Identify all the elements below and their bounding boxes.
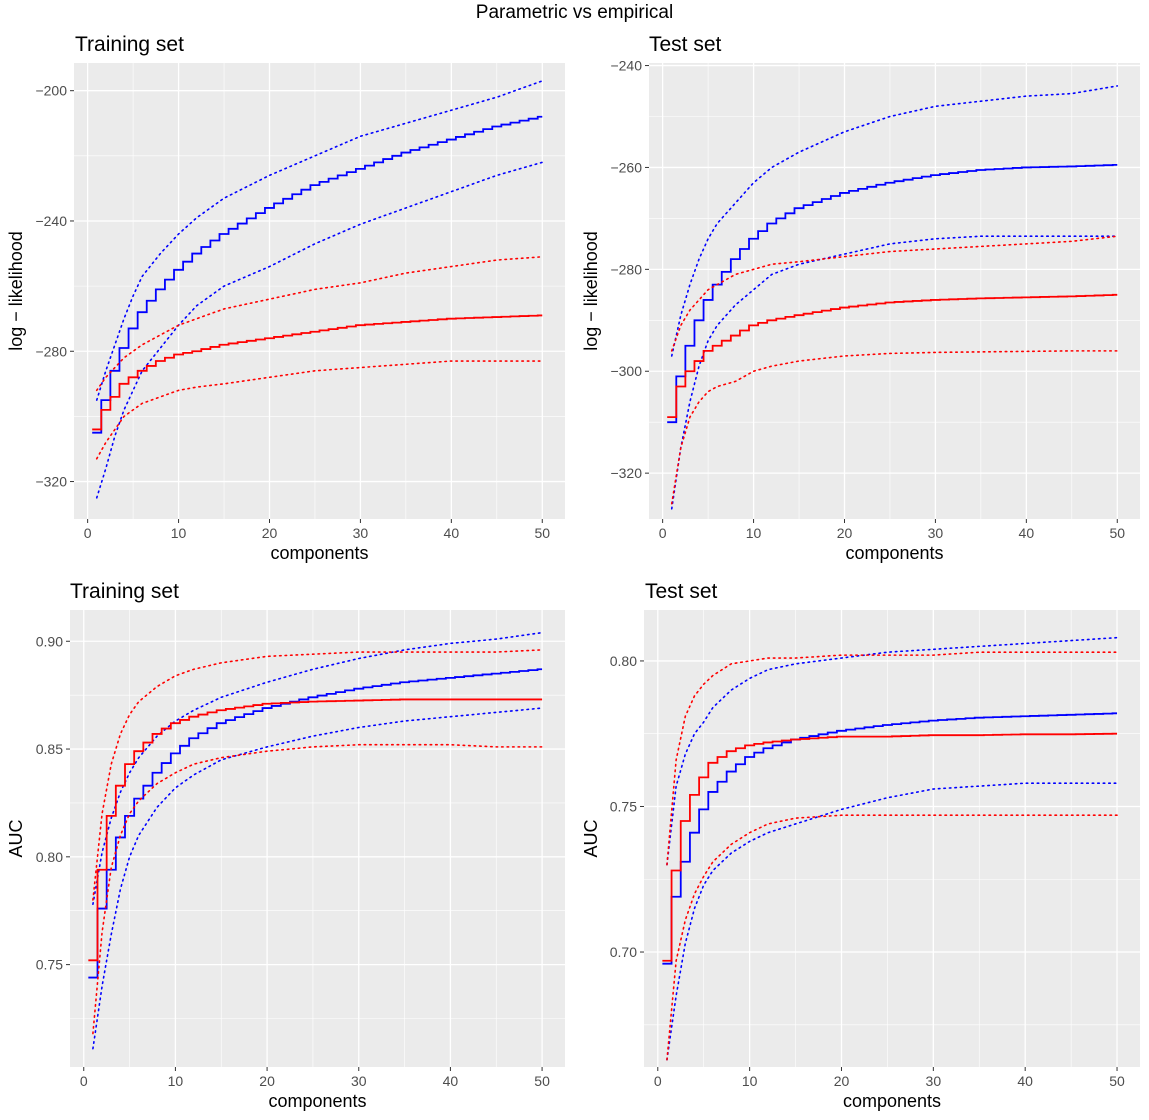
plot-panel-background: [649, 63, 1140, 519]
x-tick-label: 30: [926, 1073, 942, 1089]
x-tick-label: 10: [168, 1073, 184, 1089]
plot-panel-background: [70, 610, 565, 1067]
x-axis-label: components: [845, 543, 943, 563]
y-tick-label: −240: [35, 213, 67, 229]
y-tick-label: 0.75: [36, 957, 63, 973]
series-line-empirical-upper: [666, 651, 1118, 866]
series-line-empirical: [667, 293, 1118, 419]
x-tick-label: 30: [351, 1073, 367, 1089]
series-line-empirical-lower: [670, 350, 1119, 505]
panel-test-loglik: Test set 0 10 20 30 40 50 −320 −300 −280 −260 −240…: [581, 33, 1140, 563]
x-tick-label: 20: [837, 525, 853, 541]
figure-title: Parametric vs empirical: [475, 2, 674, 23]
x-tick-label: 0: [80, 1073, 88, 1089]
x-tick-label: 40: [1017, 1073, 1033, 1089]
x-tick-label: 0: [84, 525, 92, 541]
y-tick-label: 0.80: [36, 849, 63, 865]
series-line-empirical: [662, 732, 1118, 962]
x-tick-label: 50: [1109, 525, 1125, 541]
series-line-parametric-lower: [666, 782, 1118, 1061]
series-line-empirical-upper: [92, 649, 543, 901]
y-tick-label: 0.70: [610, 944, 637, 960]
x-tick-label: 50: [1109, 1073, 1125, 1089]
y-tick-label: 0.85: [36, 741, 63, 757]
x-axis-label: components: [843, 1091, 941, 1111]
series-line-empirical-upper: [95, 256, 544, 392]
x-tick-label: 10: [171, 525, 187, 541]
series-line-parametric-upper: [92, 631, 543, 906]
panel-training-loglik: Training set 0 10 20 30 40 50 −320 −280 −240 −200…: [6, 33, 565, 563]
series-line-empirical: [88, 698, 543, 962]
series-line-empirical-lower: [95, 360, 544, 460]
y-axis-label: log − likelihood: [6, 231, 26, 351]
x-tick-label: 40: [444, 525, 460, 541]
series-line-parametric: [667, 163, 1118, 424]
x-tick-label: 30: [353, 525, 369, 541]
series-line-parametric-upper: [666, 636, 1118, 866]
x-tick-label: 50: [534, 1073, 550, 1089]
panel-test-auc: Test set 0 10 20 30 40 50 0.70 0.75 0.80 componen…: [581, 580, 1140, 1111]
y-tick-label: 0.80: [610, 653, 637, 669]
y-tick-label: −320: [35, 474, 67, 490]
x-tick-label: 20: [834, 1073, 850, 1089]
x-tick-label: 20: [259, 1073, 275, 1089]
x-tick-label: 10: [746, 525, 762, 541]
y-axis-label: log − likelihood: [581, 231, 601, 351]
y-tick-label: 0.90: [36, 633, 63, 649]
y-tick-label: −280: [610, 261, 642, 277]
series-line-parametric: [92, 115, 543, 434]
panel-title: Training set: [70, 580, 179, 603]
plot-panel-background: [644, 610, 1140, 1067]
x-axis-label: components: [268, 1091, 366, 1111]
x-tick-label: 0: [659, 525, 667, 541]
y-tick-label: −260: [610, 159, 642, 175]
y-tick-label: −200: [35, 83, 67, 99]
plot-panel-background: [74, 63, 565, 519]
panel-title: Test set: [649, 33, 722, 56]
series-line-empirical: [92, 314, 543, 431]
x-axis-label: components: [270, 543, 368, 563]
y-tick-label: −240: [610, 58, 642, 74]
y-tick-label: −320: [610, 465, 642, 481]
series-line-parametric: [88, 668, 543, 979]
y-tick-label: −280: [35, 343, 67, 359]
x-tick-label: 40: [443, 1073, 459, 1089]
series-line-parametric: [662, 712, 1118, 965]
x-tick-label: 10: [742, 1073, 758, 1089]
series-line-empirical-lower: [92, 743, 543, 1035]
series-line-parametric-upper: [95, 80, 544, 401]
series-line-parametric-lower: [95, 161, 544, 499]
panel-training-auc: Training set 0 10 20 30 40 50 0.75 0.80 0.85 0.90…: [6, 580, 565, 1111]
x-tick-label: 20: [262, 525, 278, 541]
y-tick-label: 0.75: [610, 798, 637, 814]
x-tick-label: 40: [1019, 525, 1035, 541]
series-line-parametric-lower: [670, 235, 1119, 510]
series-line-empirical-lower: [666, 814, 1118, 1061]
series-line-parametric-upper: [670, 85, 1119, 357]
x-tick-label: 30: [928, 525, 944, 541]
panel-title: Test set: [645, 580, 718, 603]
x-tick-label: 0: [654, 1073, 662, 1089]
panel-title: Training set: [75, 33, 184, 56]
y-axis-label: AUC: [581, 819, 601, 857]
x-tick-label: 50: [534, 525, 550, 541]
y-axis-label: AUC: [6, 819, 26, 857]
y-tick-label: −300: [610, 363, 642, 379]
